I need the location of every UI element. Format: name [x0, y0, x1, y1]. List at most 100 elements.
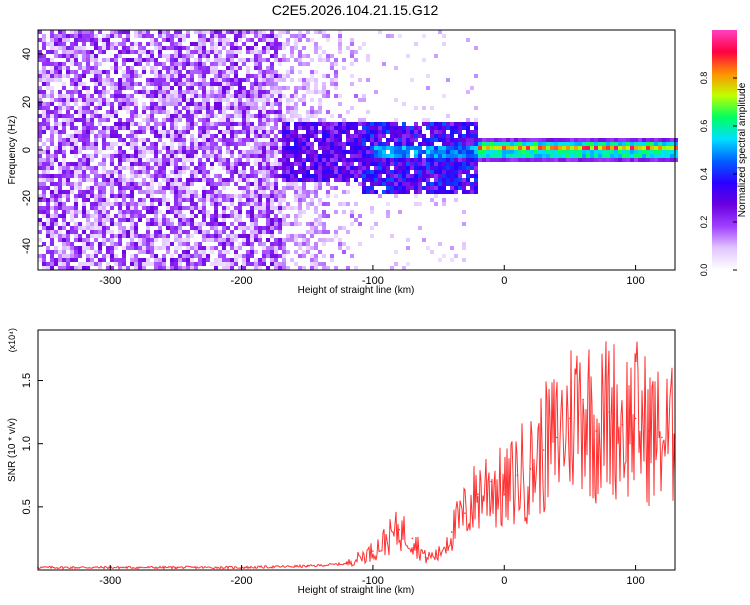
spectrogram-cell: [186, 106, 190, 110]
spectrogram-cell: [54, 122, 58, 126]
spectrogram-cell: [122, 94, 126, 98]
spectrogram-cell: [66, 74, 70, 78]
spectrogram-cell: [510, 146, 514, 150]
spectrogram-cell: [234, 162, 238, 166]
spectrogram-cell: [174, 250, 178, 254]
spectrogram-cell: [442, 126, 446, 130]
spectrogram-cell: [306, 86, 310, 90]
spectrogram-cell: [438, 154, 442, 158]
spectrogram-cell: [226, 182, 230, 186]
spectrogram-cell: [110, 86, 114, 90]
spectrogram-cell: [158, 226, 162, 230]
spectrogram-cell: [214, 74, 218, 78]
snr-y-scale-label: (x10⁴): [7, 328, 17, 352]
spectrogram-cell: [458, 146, 462, 150]
spectrogram-cell: [174, 134, 178, 138]
spectrogram-cell: [166, 182, 170, 186]
spectrogram-cell: [190, 74, 194, 78]
spectrogram-cell: [290, 166, 294, 170]
spectrogram-cell: [142, 66, 146, 70]
spectrogram-cell: [38, 150, 42, 154]
snr-data-point: [372, 550, 374, 552]
spectrogram-cell: [154, 158, 158, 162]
spectrogram-cell: [202, 54, 206, 58]
spectrogram-cell: [162, 142, 166, 146]
spectrogram-cell: [322, 202, 326, 206]
spectrogram-cell: [186, 110, 190, 114]
spectrogram-cell: [366, 154, 370, 158]
spectrogram-cell: [94, 66, 98, 70]
spectrogram-cell: [166, 70, 170, 74]
spectrogram-cell: [198, 210, 202, 214]
spectrogram-cell: [114, 30, 118, 34]
spectrogram-cell: [466, 174, 470, 178]
spectrogram-cell: [314, 174, 318, 178]
spectrogram-cell: [98, 234, 102, 238]
spectrogram-cell: [650, 158, 654, 162]
spectrogram-cell: [294, 150, 298, 154]
spectrogram-x-tick-label: -200: [231, 275, 253, 287]
spectrogram-cell: [162, 54, 166, 58]
spectrogram-cell: [298, 178, 302, 182]
spectrogram-cell: [42, 126, 46, 130]
spectrogram-cell: [274, 218, 278, 222]
spectrogram-cell: [426, 174, 430, 178]
spectrogram-cell: [94, 46, 98, 50]
spectrogram-cell: [114, 142, 118, 146]
spectrogram-cell: [370, 182, 374, 186]
spectrogram-cell: [466, 138, 470, 142]
spectrogram-cell: [106, 174, 110, 178]
spectrogram-cell: [282, 54, 286, 58]
spectrogram-cell: [250, 238, 254, 242]
spectrogram-cell: [550, 154, 554, 158]
spectrogram-cell: [242, 186, 246, 190]
spectrogram-cell: [174, 266, 178, 270]
spectrogram-cell: [58, 102, 62, 106]
spectrogram-cell: [346, 142, 350, 146]
spectrogram-cell: [218, 190, 222, 194]
spectrogram-cell: [250, 126, 254, 130]
spectrogram-cell: [106, 218, 110, 222]
spectrogram-cell: [286, 166, 290, 170]
spectrogram-cell: [170, 230, 174, 234]
spectrogram-cell: [94, 222, 98, 226]
spectrogram-cell: [222, 254, 226, 258]
spectrogram-cell: [66, 174, 70, 178]
spectrogram-cell: [46, 110, 50, 114]
spectrogram-cell: [338, 42, 342, 46]
spectrogram-cell: [130, 162, 134, 166]
spectrogram-cell: [106, 154, 110, 158]
spectrogram-cell: [306, 158, 310, 162]
spectrogram-cell: [202, 206, 206, 210]
spectrogram-cell: [298, 214, 302, 218]
spectrogram-cell: [362, 146, 366, 150]
spectrogram-cell: [310, 110, 314, 114]
spectrogram-cell: [238, 154, 242, 158]
spectrogram-cell: [42, 106, 46, 110]
spectrogram-cell: [186, 30, 190, 34]
spectrogram-cell: [142, 162, 146, 166]
spectrogram-cell: [318, 118, 322, 122]
spectrogram-cell: [86, 194, 90, 198]
spectrogram-cell: [214, 186, 218, 190]
spectrogram-cell: [250, 170, 254, 174]
spectrogram-cell: [130, 134, 134, 138]
spectrogram-cell: [130, 194, 134, 198]
spectrogram-cell: [274, 82, 278, 86]
spectrogram-cell: [230, 50, 234, 54]
spectrogram-cell: [198, 222, 202, 226]
spectrogram-cell: [98, 134, 102, 138]
spectrogram-cell: [42, 74, 46, 78]
spectrogram-cell: [502, 142, 506, 146]
spectrogram-cell: [422, 178, 426, 182]
spectrogram-cell: [226, 38, 230, 42]
spectrogram-cell: [626, 146, 630, 150]
spectrogram-cell: [110, 46, 114, 50]
spectrogram-cell: [130, 46, 134, 50]
spectrogram-cell: [178, 118, 182, 122]
spectrogram-cell: [38, 182, 42, 186]
spectrogram-cell: [382, 142, 386, 146]
spectrogram-cell: [226, 266, 230, 270]
spectrogram-cell: [294, 242, 298, 246]
spectrogram-cell: [258, 62, 262, 66]
